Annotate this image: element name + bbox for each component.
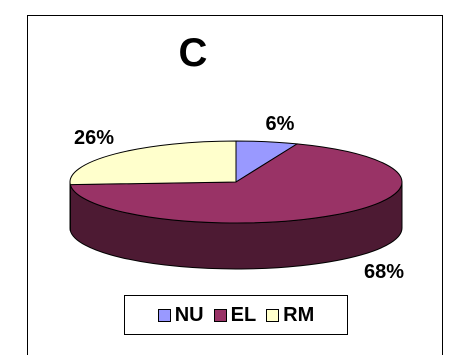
legend-label-rm: RM xyxy=(283,304,314,327)
legend-label-nu: NU xyxy=(175,304,204,327)
chart-title: C xyxy=(179,31,208,75)
legend-item-el: EL xyxy=(214,304,257,327)
data-label-rm: 26% xyxy=(74,127,114,149)
legend-swatch-nu xyxy=(158,309,171,322)
data-label-el: 68% xyxy=(364,261,404,283)
pie-slices xyxy=(70,141,402,269)
legend-item-rm: RM xyxy=(266,304,314,327)
legend-label-el: EL xyxy=(231,304,257,327)
legend-swatch-rm xyxy=(266,309,279,322)
legend-item-nu: NU xyxy=(158,304,204,327)
legend: NU EL RM xyxy=(124,295,348,335)
legend-swatch-el xyxy=(214,309,227,322)
pie-chart: C 6% 68% 26% xyxy=(0,0,457,340)
data-label-nu: 6% xyxy=(266,113,295,135)
